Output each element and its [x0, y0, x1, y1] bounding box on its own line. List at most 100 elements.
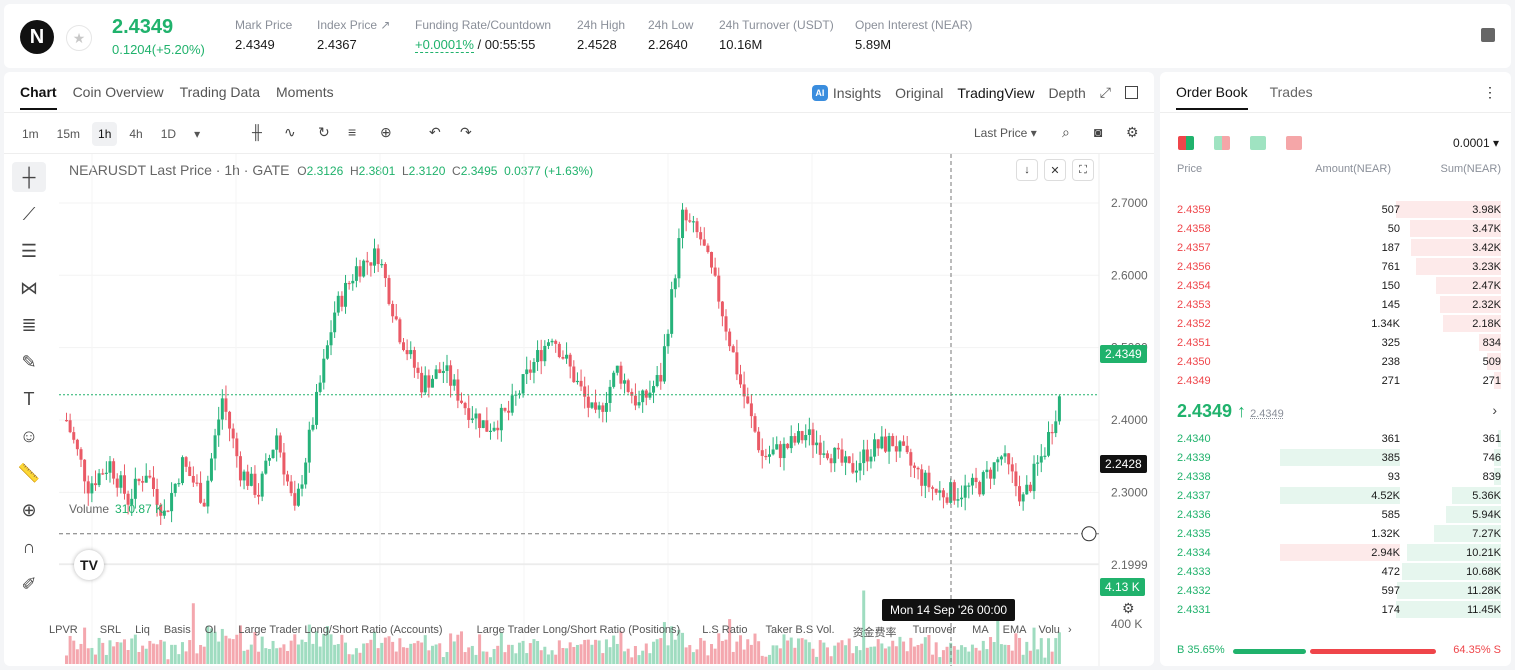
emoji-icon[interactable]: ☺ [19, 425, 39, 446]
scroll-down-icon[interactable]: ↓ [1016, 159, 1038, 181]
indicators-icon[interactable]: ∿ [284, 124, 296, 140]
tab-moments[interactable]: Moments [276, 84, 334, 100]
expand-icon[interactable]: ⤢ [1099, 84, 1111, 100]
ind-ls-ratio[interactable]: L.S Ratio [702, 624, 748, 636]
ruler-icon[interactable]: 📏 [17, 462, 41, 483]
view-tradingview[interactable]: TradingView [957, 84, 1035, 101]
ind-srl[interactable]: SRL [99, 624, 122, 636]
order-amount: 2.94K [1371, 547, 1400, 559]
ind-liq[interactable]: Liq [135, 624, 150, 636]
mid-price[interactable]: 2.4349 ↑ 2.4349 [1177, 401, 1284, 422]
tab-coin-overview[interactable]: Coin Overview [72, 84, 164, 100]
ask-row[interactable]: 2.4353 145 2.32K [1160, 295, 1511, 314]
ask-row[interactable]: 2.4349 271 271 [1160, 371, 1511, 390]
interval-1d[interactable]: 1D [160, 127, 177, 141]
horizontal-lines-icon[interactable]: ☰ [20, 240, 38, 261]
add-indicator-icon[interactable]: ⊕ [380, 124, 392, 140]
ind-more-icon[interactable]: › [1067, 624, 1072, 636]
candle-type-icon[interactable]: ╫ [252, 124, 262, 140]
ind-large-trader-accounts[interactable]: Large Trader Long/Short Ratio (Accounts) [238, 624, 443, 636]
volume-bar [659, 638, 663, 664]
favorite-star-icon[interactable]: ★ [66, 25, 92, 51]
interval-1m[interactable]: 1m [22, 127, 39, 141]
bid-row[interactable]: 2.4333 472 10.68K [1160, 562, 1511, 581]
tradingview-logo[interactable]: TV [74, 550, 104, 580]
price-type-select[interactable]: Last Price ▾ [974, 126, 1037, 140]
interval-dropdown-icon[interactable]: ▾ [194, 127, 201, 141]
magnet-icon[interactable]: ∩ [22, 536, 36, 557]
precision-select[interactable]: 0.0001 ▾ [1452, 136, 1499, 150]
replay-icon[interactable]: ↻ [318, 124, 330, 140]
ind-lpvr[interactable]: LPVR [49, 624, 78, 636]
tab-order-book[interactable]: Order Book [1176, 84, 1248, 110]
tab-chart[interactable]: Chart [20, 84, 57, 110]
bid-row[interactable]: 2.4336 585 5.94K [1160, 505, 1511, 524]
ask-row[interactable]: 2.4358 50 3.47K [1160, 219, 1511, 238]
pattern-icon[interactable]: ⋈ [20, 277, 38, 298]
ask-row[interactable]: 2.4359 507 3.98K [1160, 200, 1511, 219]
ind-ema[interactable]: EMA [1002, 624, 1027, 636]
undo-icon[interactable]: ↶ [429, 124, 441, 140]
bid-row[interactable]: 2.4335 1.32K 7.27K [1160, 524, 1511, 543]
crosshair-icon[interactable]: ┼ [12, 162, 46, 192]
fib-icon[interactable]: ≣ [21, 314, 37, 335]
ind-basis[interactable]: Basis [163, 624, 191, 636]
ind-large-trader-positions[interactable]: Large Trader Long/Short Ratio (Positions… [476, 624, 681, 636]
interval-4h[interactable]: 4h [129, 127, 143, 141]
collapse-icon[interactable]: ✕ [1044, 159, 1066, 181]
ind-funding-rate[interactable]: 资金费率 [852, 627, 897, 639]
bid-row[interactable]: 2.4339 385 746 [1160, 448, 1511, 467]
ind-ma[interactable]: MA [972, 624, 989, 636]
insights-button[interactable]: AI Insights [811, 84, 881, 101]
layout-split-icon[interactable] [1214, 136, 1230, 150]
price-chart[interactable]: 2.70002.60002.50002.40002.30002.1999800 … [59, 154, 1154, 666]
redo-icon[interactable]: ↷ [460, 124, 472, 140]
volume-bar [452, 641, 456, 664]
notes-icon[interactable] [1481, 28, 1495, 42]
volume-bar [728, 619, 732, 664]
chart-settings-icon[interactable]: ⚙ [1122, 600, 1135, 616]
bid-row[interactable]: 2.4337 4.52K 5.36K [1160, 486, 1511, 505]
fullscreen-icon[interactable]: ⛶ [1072, 159, 1094, 181]
funding-rate-stat[interactable]: Funding Rate/Countdown +0.0001% / 00:55:… [415, 18, 551, 53]
index-price-stat[interactable]: Index Price ↗ 2.4367 [317, 18, 390, 52]
pencil-icon[interactable]: ✐ [21, 573, 37, 594]
templates-icon[interactable]: ≡ [348, 124, 357, 140]
layout-both-icon[interactable] [1178, 136, 1194, 150]
bid-row[interactable]: 2.4338 93 839 [1160, 467, 1511, 486]
interval-1h[interactable]: 1h [92, 122, 118, 146]
bid-row[interactable]: 2.4334 2.94K 10.21K [1160, 543, 1511, 562]
bid-row[interactable]: 2.4332 597 11.28K [1160, 581, 1511, 600]
ask-row[interactable]: 2.4354 150 2.47K [1160, 276, 1511, 295]
tab-trades[interactable]: Trades [1269, 84, 1313, 100]
layout-bids-icon[interactable] [1250, 136, 1266, 150]
window-icon[interactable] [1125, 86, 1138, 99]
more-vertical-icon[interactable]: ⋮ [1483, 84, 1497, 100]
interval-15m[interactable]: 15m [56, 127, 81, 141]
layout-asks-icon[interactable] [1286, 136, 1302, 150]
ask-row[interactable]: 2.4357 187 3.42K [1160, 238, 1511, 257]
view-original[interactable]: Original [895, 84, 944, 101]
ask-row[interactable]: 2.4356 761 3.23K [1160, 257, 1511, 276]
ask-row[interactable]: 2.4352 1.34K 2.18K [1160, 314, 1511, 333]
chevron-right-icon[interactable]: › [1492, 402, 1497, 418]
camera-icon[interactable]: ◙ [1094, 124, 1103, 140]
ind-volume[interactable]: Volu [1038, 624, 1060, 636]
bid-row[interactable]: 2.4340 361 361 [1160, 429, 1511, 448]
search-icon[interactable]: ⌕ [1062, 124, 1070, 140]
bid-row[interactable]: 2.4331 174 11.45K [1160, 600, 1511, 619]
volume-bar [572, 646, 576, 664]
ask-row[interactable]: 2.4350 238 509 [1160, 352, 1511, 371]
ask-row[interactable]: 2.4351 325 834 [1160, 333, 1511, 352]
ind-oi[interactable]: OI [204, 624, 217, 636]
view-depth[interactable]: Depth [1048, 84, 1086, 101]
ind-taker-vol[interactable]: Taker B.S Vol. [765, 624, 835, 636]
settings-gear-icon[interactable]: ⚙ [1126, 124, 1139, 140]
trendline-icon[interactable]: ⟋ [22, 203, 36, 224]
text-icon[interactable]: T [23, 388, 35, 409]
mark-price-stat[interactable]: Mark Price 2.4349 [235, 18, 292, 52]
ind-turnover[interactable]: Turnover [912, 624, 957, 636]
brush-icon[interactable]: ✎ [21, 351, 37, 372]
zoom-in-icon[interactable]: ⊕ [21, 499, 37, 520]
tab-trading-data[interactable]: Trading Data [179, 84, 261, 100]
